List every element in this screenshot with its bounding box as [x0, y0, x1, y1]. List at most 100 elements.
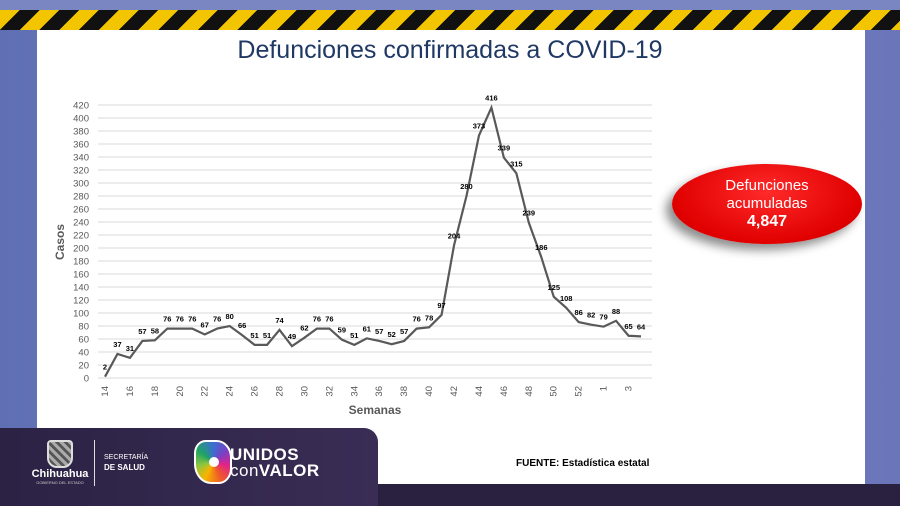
data-label: 57 — [400, 327, 408, 336]
data-label: 280 — [460, 182, 473, 191]
y-tick-label: 100 — [73, 309, 89, 320]
chihuahua-map-logo-icon — [194, 440, 232, 484]
data-label: 86 — [575, 308, 583, 317]
data-label: 76 — [412, 315, 420, 324]
y-tick-label: 160 — [73, 270, 89, 281]
data-label: 80 — [225, 312, 233, 321]
y-tick-label: 200 — [73, 244, 89, 255]
source-note: FUENTE: Estadística estatal — [516, 458, 650, 469]
data-label: 51 — [263, 331, 271, 340]
x-tick-label: 1 — [599, 386, 610, 391]
chihuahua-logo-text: Chihuahua — [31, 468, 89, 480]
badge-line2: acumuladas — [726, 195, 808, 212]
data-label: 204 — [448, 231, 461, 240]
data-label: 315 — [510, 159, 523, 168]
data-label: 125 — [547, 283, 560, 292]
x-tick-label: 20 — [175, 386, 186, 397]
x-tick-label: 44 — [474, 386, 485, 397]
y-tick-label: 120 — [73, 296, 89, 307]
data-label: 57 — [375, 327, 383, 336]
y-tick-label: 420 — [73, 101, 89, 112]
data-label: 2 — [103, 363, 107, 372]
x-tick-label: 28 — [275, 386, 286, 397]
secretaria-salud-logo: SECRETARÍA DE SALUD — [104, 453, 148, 474]
data-label: 82 — [587, 311, 595, 320]
unidos-con-valor-logo: UNIDOS conVALOR — [230, 446, 320, 480]
x-tick-label: 34 — [349, 386, 360, 397]
x-tick-label: 22 — [200, 386, 211, 397]
data-label: 57 — [138, 327, 146, 336]
data-label: 51 — [250, 331, 258, 340]
x-tick-label: 38 — [399, 386, 410, 397]
accumulated-deaths-badge: Defunciones acumuladas 4,847 — [672, 164, 862, 244]
x-tick-label: 30 — [299, 386, 310, 397]
x-tick-label: 48 — [524, 386, 535, 397]
data-label: 76 — [325, 315, 333, 324]
x-tick-label: 3 — [624, 386, 635, 391]
data-label: 31 — [126, 344, 134, 353]
valor-text: VALOR — [258, 461, 320, 480]
data-label: 339 — [498, 144, 511, 153]
data-label: 64 — [637, 322, 646, 331]
badge-value: 4,847 — [746, 213, 788, 230]
data-label: 58 — [151, 326, 159, 335]
x-tick-label: 24 — [225, 386, 236, 397]
x-tick-label: 14 — [100, 386, 111, 397]
data-label: 373 — [473, 122, 486, 131]
y-tick-label: 20 — [78, 361, 89, 372]
chihuahua-logo-subtext: GOBIERNO DEL ESTADO — [36, 480, 84, 485]
data-label: 76 — [313, 315, 321, 324]
x-tick-label: 16 — [125, 386, 136, 397]
x-tick-label: 36 — [374, 386, 385, 397]
data-label: 67 — [201, 320, 209, 329]
data-label: 62 — [300, 324, 308, 333]
y-tick-label: 60 — [78, 335, 89, 346]
x-tick-label: 40 — [424, 386, 435, 397]
top-band — [0, 0, 900, 10]
data-label: 78 — [425, 313, 433, 322]
secretaria-line1: SECRETARÍA — [104, 454, 149, 461]
data-label: 74 — [275, 316, 284, 325]
chart-title: Defunciones confirmadas a COVID-19 — [237, 36, 663, 64]
logo-divider — [94, 440, 95, 486]
y-tick-label: 280 — [73, 192, 89, 203]
y-tick-label: 300 — [73, 179, 89, 190]
y-tick-label: 340 — [73, 153, 89, 164]
coat-of-arms-icon — [47, 440, 73, 468]
x-tick-label: 18 — [150, 386, 161, 397]
data-label: 108 — [560, 294, 573, 303]
secretaria-line2: DE SALUD — [104, 463, 145, 472]
data-label: 49 — [288, 332, 296, 341]
x-tick-label: 26 — [250, 386, 261, 397]
y-tick-label: 240 — [73, 218, 89, 229]
x-tick-label: 50 — [549, 386, 560, 397]
data-label: 76 — [213, 315, 221, 324]
data-label: 79 — [599, 313, 607, 322]
y-tick-label: 220 — [73, 231, 89, 242]
data-label: 239 — [523, 209, 536, 218]
y-tick-label: 380 — [73, 127, 89, 138]
x-tick-label: 52 — [574, 386, 585, 397]
x-tick-label: 42 — [449, 386, 460, 397]
data-label: 76 — [176, 315, 184, 324]
y-tick-label: 40 — [78, 348, 89, 359]
x-axis-label: Semanas — [349, 403, 402, 417]
y-tick-label: 320 — [73, 166, 89, 177]
y-tick-label: 180 — [73, 257, 89, 268]
y-tick-label: 0 — [84, 374, 89, 385]
data-label: 76 — [163, 315, 171, 324]
data-label: 65 — [624, 322, 632, 331]
y-tick-label: 260 — [73, 205, 89, 216]
data-label: 88 — [612, 307, 620, 316]
y-tick-label: 400 — [73, 114, 89, 125]
data-label: 416 — [485, 94, 498, 103]
data-label: 66 — [238, 321, 246, 330]
y-tick-label: 140 — [73, 283, 89, 294]
data-label: 97 — [437, 301, 445, 310]
chihuahua-logo: Chihuahua GOBIERNO DEL ESTADO — [30, 440, 90, 485]
data-label: 61 — [363, 324, 371, 333]
data-label: 37 — [113, 340, 121, 349]
badge-line1: Defunciones — [725, 177, 809, 194]
y-tick-label: 80 — [78, 322, 89, 333]
